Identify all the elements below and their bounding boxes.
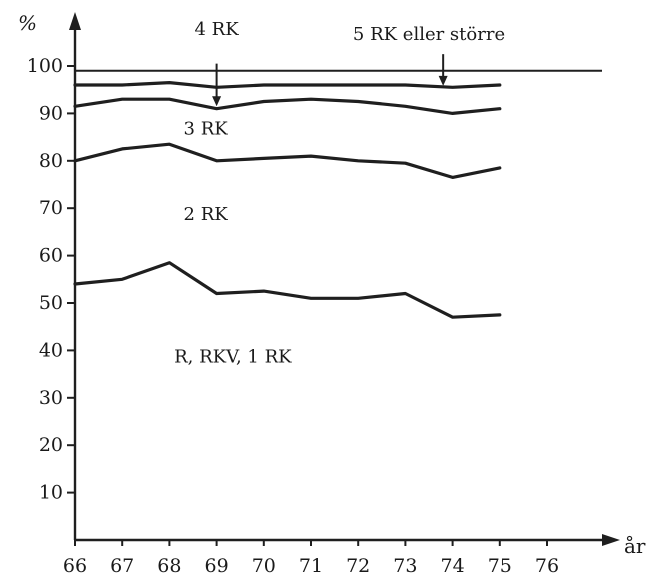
x-tick-label: 71 [299,555,323,577]
y-tick-label: 10 [39,482,63,504]
boundary-line-2 [73,142,502,179]
y-tick-label: 100 [27,55,63,77]
y-tick-label: 40 [39,339,63,361]
region-label-2: 2 RK [184,204,229,225]
boundary-lines [73,80,502,319]
y-tick-label: 90 [39,102,63,124]
x-tick-label: 69 [205,555,229,577]
x-tick-label: 74 [441,555,465,577]
x-tick-label: 66 [63,555,87,577]
pointer-5rk-head [438,75,448,86]
x-tick-label: 68 [157,555,181,577]
x-tick-label: 75 [488,555,512,577]
y-axis-label: % [18,11,37,35]
y-tick-label: 30 [39,387,63,409]
x-tick-label: 70 [252,555,276,577]
y-ticks: 10 20 30 40 50 60 70 80 90 100 [27,55,75,504]
region-labels: R, RKV, 1 RK 2 RK 3 RK 4 RK 5 RK eller störr… [174,19,505,367]
boundary-line-4 [73,80,502,89]
x-tick-label: 67 [110,555,134,577]
pointers [212,54,448,107]
region-label-1: R, RKV, 1 RK [174,346,292,367]
y-tick-label: 70 [39,197,63,219]
y-tick-label: 60 [39,245,63,267]
y-tick-label: 50 [39,292,63,314]
x-axis-label: år [624,534,646,558]
x-ticks: 66 67 68 69 70 71 72 73 74 75 76 [63,540,559,577]
x-tick-label: 73 [393,555,417,577]
y-axis-arrowhead [69,12,81,30]
region-label-4: 4 RK [195,19,240,40]
x-tick-label: 76 [535,555,559,577]
y-tick-label: 20 [39,434,63,456]
boundary-line-3 [73,97,502,116]
pointer-4rk-head [212,96,222,107]
x-axis-arrowhead [602,534,620,546]
boundary-line-1 [73,261,502,319]
region-label-3: 3 RK [184,119,229,140]
region-label-5: 5 RK eller större [353,24,505,45]
x-tick-label: 72 [346,555,370,577]
axes [69,12,620,546]
y-tick-label: 80 [39,150,63,172]
